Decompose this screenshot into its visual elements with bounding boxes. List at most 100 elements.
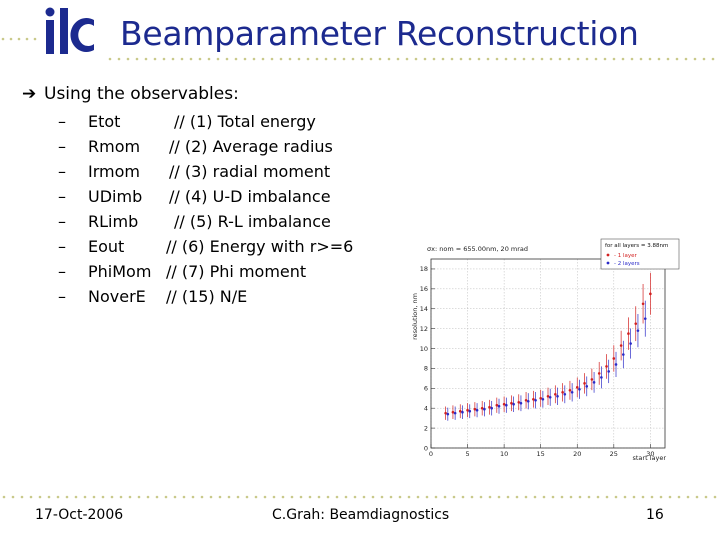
observable-name: Irmom: [88, 162, 140, 181]
data-point: [627, 332, 630, 335]
data-point: [590, 378, 594, 381]
y-tick-label: 18: [420, 265, 428, 273]
data-point: [570, 390, 574, 394]
data-point: [585, 385, 589, 388]
data-point: [592, 381, 596, 384]
observable-description: // (4) U-D imbalance: [169, 187, 331, 206]
observable-description: // (5) R-L imbalance: [174, 212, 331, 231]
data-point: [444, 411, 447, 415]
x-tick-label: 25: [610, 450, 618, 458]
footer-date: 17-Oct-2006: [35, 507, 124, 523]
data-point: [600, 376, 603, 379]
dash-bullet: –: [58, 137, 66, 156]
arrow-bullet-icon: ➔: [22, 84, 37, 104]
data-point: [539, 396, 542, 400]
data-point: [453, 411, 457, 415]
data-point: [629, 342, 632, 345]
legend-entry-1: - 1 layer: [614, 253, 638, 259]
chart-grid: [430, 259, 665, 449]
dash-bullet: –: [58, 112, 66, 131]
dash-bullet: –: [58, 262, 66, 281]
chart-legend: for all layers = 3.88nm - 1 layer - 2 la…: [600, 238, 680, 270]
data-point: [546, 394, 550, 398]
data-point: [612, 357, 616, 360]
data-point: [554, 392, 557, 396]
observable-description: // (1) Total energy: [174, 112, 316, 131]
data-point: [517, 400, 521, 404]
y-axis-label: resolution, nm: [411, 293, 419, 340]
bullet-heading: ➔ Using the observables:: [22, 84, 239, 104]
data-point: [483, 407, 486, 411]
legend-box: [600, 238, 680, 270]
data-point: [556, 394, 559, 398]
data-point: [446, 412, 450, 416]
observable-name: PhiMom: [88, 262, 152, 281]
data-point: [583, 382, 586, 385]
page-number: 16: [646, 507, 664, 523]
plot-frame: [430, 258, 666, 449]
footer-dotted-line: [2, 495, 717, 499]
bullet-text: Using the observables:: [44, 84, 239, 104]
dash-bullet: –: [58, 212, 66, 231]
data-point: [634, 322, 638, 325]
data-point: [649, 292, 652, 296]
y-tick-label: 0: [424, 444, 428, 452]
legend-marker-2: [606, 261, 610, 265]
data-point: [458, 409, 462, 413]
x-tick-label: 10: [500, 450, 508, 458]
observable-name: Rmom: [88, 137, 141, 156]
y-tick-label: 14: [420, 305, 428, 313]
data-point: [480, 406, 484, 410]
x-tick-label: 15: [537, 450, 545, 458]
x-tick-label: 5: [465, 450, 469, 458]
dash-bullet: –: [58, 237, 66, 256]
data-point: [505, 403, 508, 407]
chart-marks: [444, 272, 652, 421]
observable-name: RLimb: [88, 212, 139, 231]
observable-name: UDimb: [88, 187, 143, 206]
observable-description: // (2) Average radius: [169, 137, 333, 156]
slide-title: Beamparameter Reconstruction: [120, 14, 639, 53]
x-tick-label: 20: [573, 450, 581, 458]
data-point: [605, 365, 608, 368]
data-point: [643, 317, 647, 320]
data-point: [512, 402, 515, 406]
data-point: [526, 399, 530, 403]
data-point: [641, 302, 645, 306]
data-point: [502, 402, 506, 406]
data-point: [548, 395, 552, 399]
data-point: [519, 401, 523, 405]
legend-header: for all layers = 3.88nm: [605, 243, 668, 249]
data-point: [451, 410, 455, 414]
dash-bullet: –: [58, 287, 66, 306]
legend-entry-2: - 2 layers: [614, 261, 640, 267]
data-point: [532, 397, 535, 401]
data-point: [568, 389, 572, 392]
observable-name: NoverE: [88, 287, 146, 306]
resolution-chart: 0 5 10 15 20 25 30 0 2 4 6 8 10 12 14 16 18 σx: nom = 65…: [411, 238, 680, 462]
observable-description: // (6) Energy with r>=6: [166, 237, 354, 256]
observable-name: Eout: [88, 237, 125, 256]
observable-description: // (3) radial moment: [169, 162, 331, 181]
observable-description: // (15) N/E: [166, 287, 248, 306]
observable-name: Etot: [88, 112, 121, 131]
data-point: [524, 398, 528, 402]
data-point: [497, 404, 501, 408]
data-point: [561, 390, 564, 394]
data-point: [490, 406, 493, 410]
y-tick-label: 16: [420, 285, 428, 293]
data-point: [466, 408, 469, 412]
dash-bullet: –: [58, 187, 66, 206]
y-tick-label: 2: [424, 424, 428, 432]
chart-ticks: 0 5 10 15 20 25 30 0 2 4 6 8 10 12 14 16 18: [420, 265, 655, 458]
ilc-logo: [45, 7, 94, 54]
footer-author: C.Grah: Beamdiagnostics: [272, 507, 450, 523]
data-point: [473, 407, 477, 411]
x-tick-label: 0: [429, 450, 433, 458]
data-point: [534, 398, 537, 402]
data-point: [614, 363, 618, 366]
title-dotted-line: [1, 37, 715, 61]
data-point: [578, 388, 581, 391]
y-tick-label: 8: [424, 365, 428, 373]
data-point: [619, 344, 623, 347]
